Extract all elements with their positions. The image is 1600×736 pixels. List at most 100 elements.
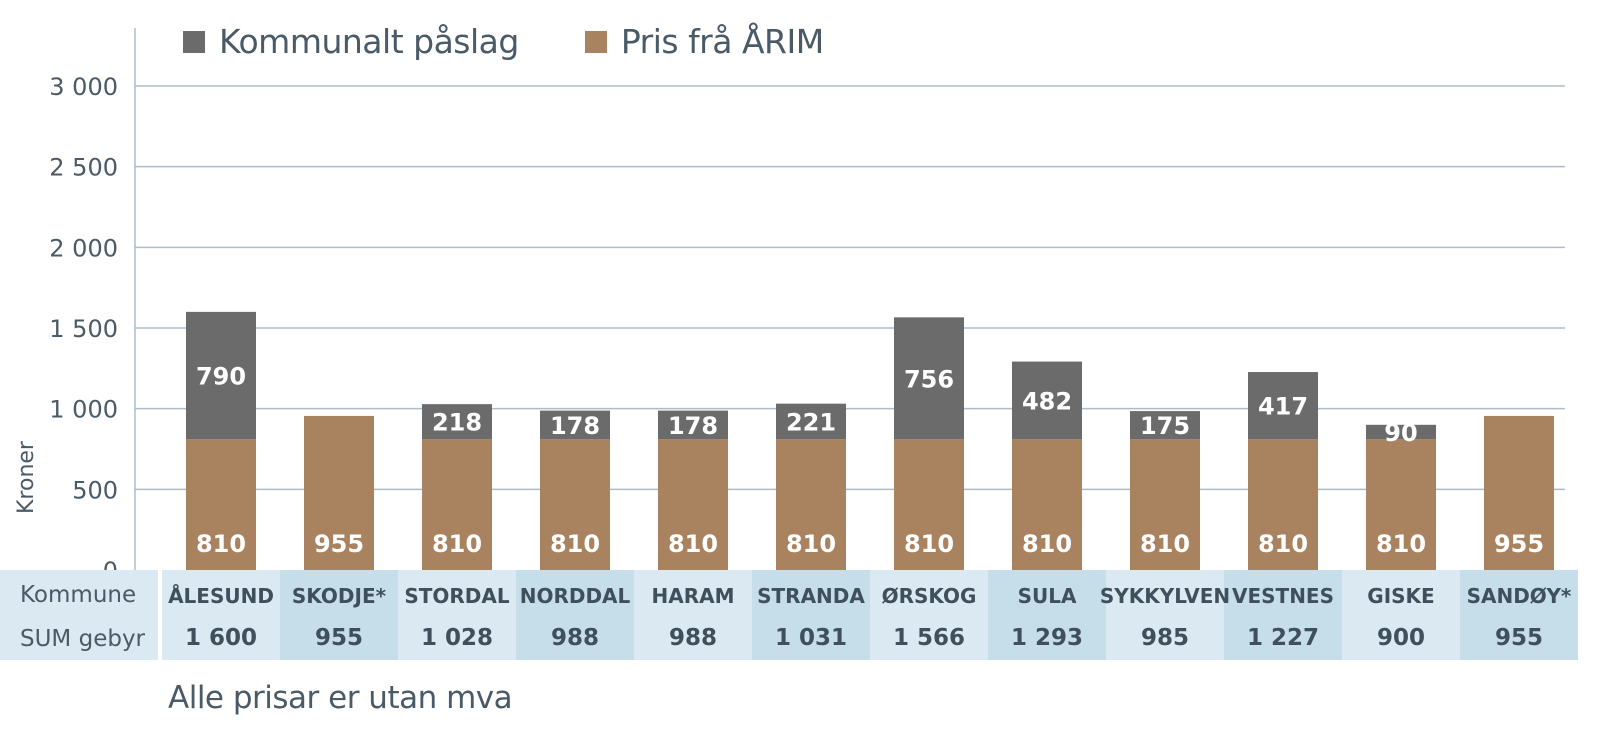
bar-label-arim: 810 [1022,530,1072,558]
bar-label-kommunalt: 175 [1140,412,1190,440]
category-label: GISKE [1367,584,1434,608]
bar-kommunalt [1012,361,1082,440]
bar-label-arim: 810 [786,530,836,558]
bar-kommunalt [1248,372,1318,440]
bar-label-kommunalt: 756 [904,365,954,393]
bar-kommunalt [894,317,964,440]
bar-kommunalt [422,404,492,440]
category-label: STRANDA [757,584,865,608]
bar-label-kommunalt: 178 [550,412,600,440]
bar-arim [1248,439,1318,570]
bar-label-arim: 810 [668,530,718,558]
table-column-bg [162,570,280,660]
total-label: 985 [1141,625,1189,651]
bar-kommunalt [186,311,256,440]
table-column-bg [988,570,1106,660]
legend-label-kommunalt: Kommunalt påslag [219,22,519,61]
bar-label-kommunalt: 482 [1022,387,1072,415]
y-tick-label: 2 000 [49,234,118,262]
bar-label-arim: 810 [432,530,482,558]
y-tick-label: 2 500 [49,154,118,182]
bar-label-kommunalt: 178 [668,412,718,440]
bar-arim [422,439,492,570]
bar-arim [186,439,256,570]
bar-label-kommunalt: 790 [196,363,246,391]
bar-label-kommunalt: 218 [432,409,482,437]
total-label: 988 [669,625,717,651]
legend-swatch-arim [584,30,607,53]
legend-swatch-kommunalt [183,30,205,53]
total-label: 955 [315,625,363,651]
category-label: VESTNES [1232,584,1334,608]
bar-kommunalt [776,403,846,440]
table-column-bg [752,570,870,660]
category-label: SANDØY* [1467,584,1572,608]
total-label: 1 227 [1247,625,1319,651]
table-column-bg [1106,570,1224,660]
bar-label-arim: 955 [314,530,364,558]
bar-label-kommunalt: 417 [1258,393,1308,421]
category-label: ØRSKOG [882,584,977,608]
bar-label-arim: 810 [1258,530,1308,558]
table-row-label-sum: SUM gebyr [20,626,146,652]
bar-kommunalt [540,410,610,440]
category-label: HARAM [652,584,735,608]
bar-label-kommunalt: 221 [786,408,836,436]
legend-label-arim: Pris frå ÅRIM [620,22,824,61]
total-label: 955 [1495,625,1543,651]
bar-arim [894,439,964,570]
total-label: 1 031 [775,625,847,651]
bar-label-arim: 810 [550,530,600,558]
table-column-bg [398,570,516,660]
legend-item-arim: Pris frå ÅRIM [584,22,824,61]
bar-kommunalt [1130,411,1200,440]
total-label: 1 293 [1011,625,1083,651]
category-label: SULA [1018,584,1077,608]
bar-label-arim: 810 [904,530,954,558]
total-label: 900 [1377,625,1425,651]
category-label: ÅLESUND [168,584,274,608]
bar-label-kommunalt: 90 [1384,419,1417,447]
legend: Kommunalt påslag Pris frå ÅRIM [183,22,890,61]
bar-arim [1366,439,1436,570]
total-label: 1 600 [185,625,257,651]
y-axis-label-container: Kroner [10,440,50,520]
category-label: STORDAL [404,584,510,608]
y-tick-label: 3 000 [49,73,118,101]
bar-label-arim: 810 [196,530,246,558]
y-tick-label: 1 500 [49,315,118,343]
table-column-bg [1460,570,1578,660]
bar-label-arim: 810 [1376,530,1426,558]
y-axis-label: Kroner [13,441,39,514]
category-label: SYKKYLVEN [1100,584,1230,608]
bar-arim [540,439,610,570]
bar-arim [658,439,728,570]
table-column-bg [634,570,752,660]
table-column-bg [516,570,634,660]
bar-arim [304,415,374,570]
table-column-bg [1342,570,1460,660]
total-label: 1 566 [893,625,965,651]
bar-arim [1130,439,1200,570]
bar-label-arim: 955 [1494,530,1544,558]
bar-arim [776,439,846,570]
legend-item-kommunalt: Kommunalt påslag [183,22,519,61]
table-label-cell [0,570,158,660]
y-tick-label: 500 [72,476,118,504]
category-label: SKODJE* [292,584,387,608]
table-row-label-kommune: Kommune [20,582,136,608]
table-column-bg [280,570,398,660]
category-label: NORDDAL [520,584,631,608]
total-label: 988 [551,625,599,651]
total-label: 1 028 [421,625,493,651]
y-tick-label: 1 000 [49,396,118,424]
footnote: Alle prisar er utan mva [168,680,513,716]
bar-arim [1484,415,1554,570]
bar-kommunalt [658,410,728,440]
bar-label-arim: 810 [1140,530,1190,558]
table-column-bg [1224,570,1342,660]
table-column-bg [870,570,988,660]
bar-arim [1012,439,1082,570]
bar-kommunalt [1366,424,1436,440]
